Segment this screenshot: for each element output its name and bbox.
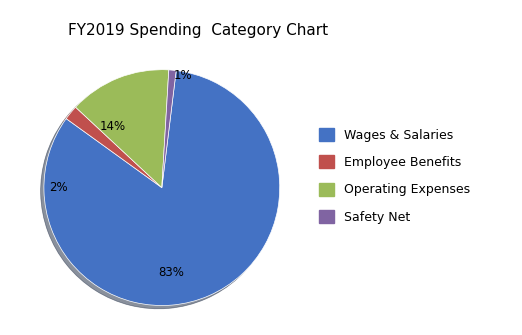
Wedge shape bbox=[162, 70, 176, 188]
Text: FY2019 Spending  Category Chart: FY2019 Spending Category Chart bbox=[68, 23, 328, 39]
Text: 83%: 83% bbox=[158, 266, 184, 279]
Text: 14%: 14% bbox=[99, 120, 125, 133]
Text: 2%: 2% bbox=[49, 181, 67, 194]
Wedge shape bbox=[66, 107, 162, 188]
Text: 1%: 1% bbox=[174, 69, 193, 82]
Legend: Wages & Salaries, Employee Benefits, Operating Expenses, Safety Net: Wages & Salaries, Employee Benefits, Ope… bbox=[319, 128, 470, 224]
Wedge shape bbox=[76, 70, 169, 188]
Wedge shape bbox=[44, 71, 280, 306]
